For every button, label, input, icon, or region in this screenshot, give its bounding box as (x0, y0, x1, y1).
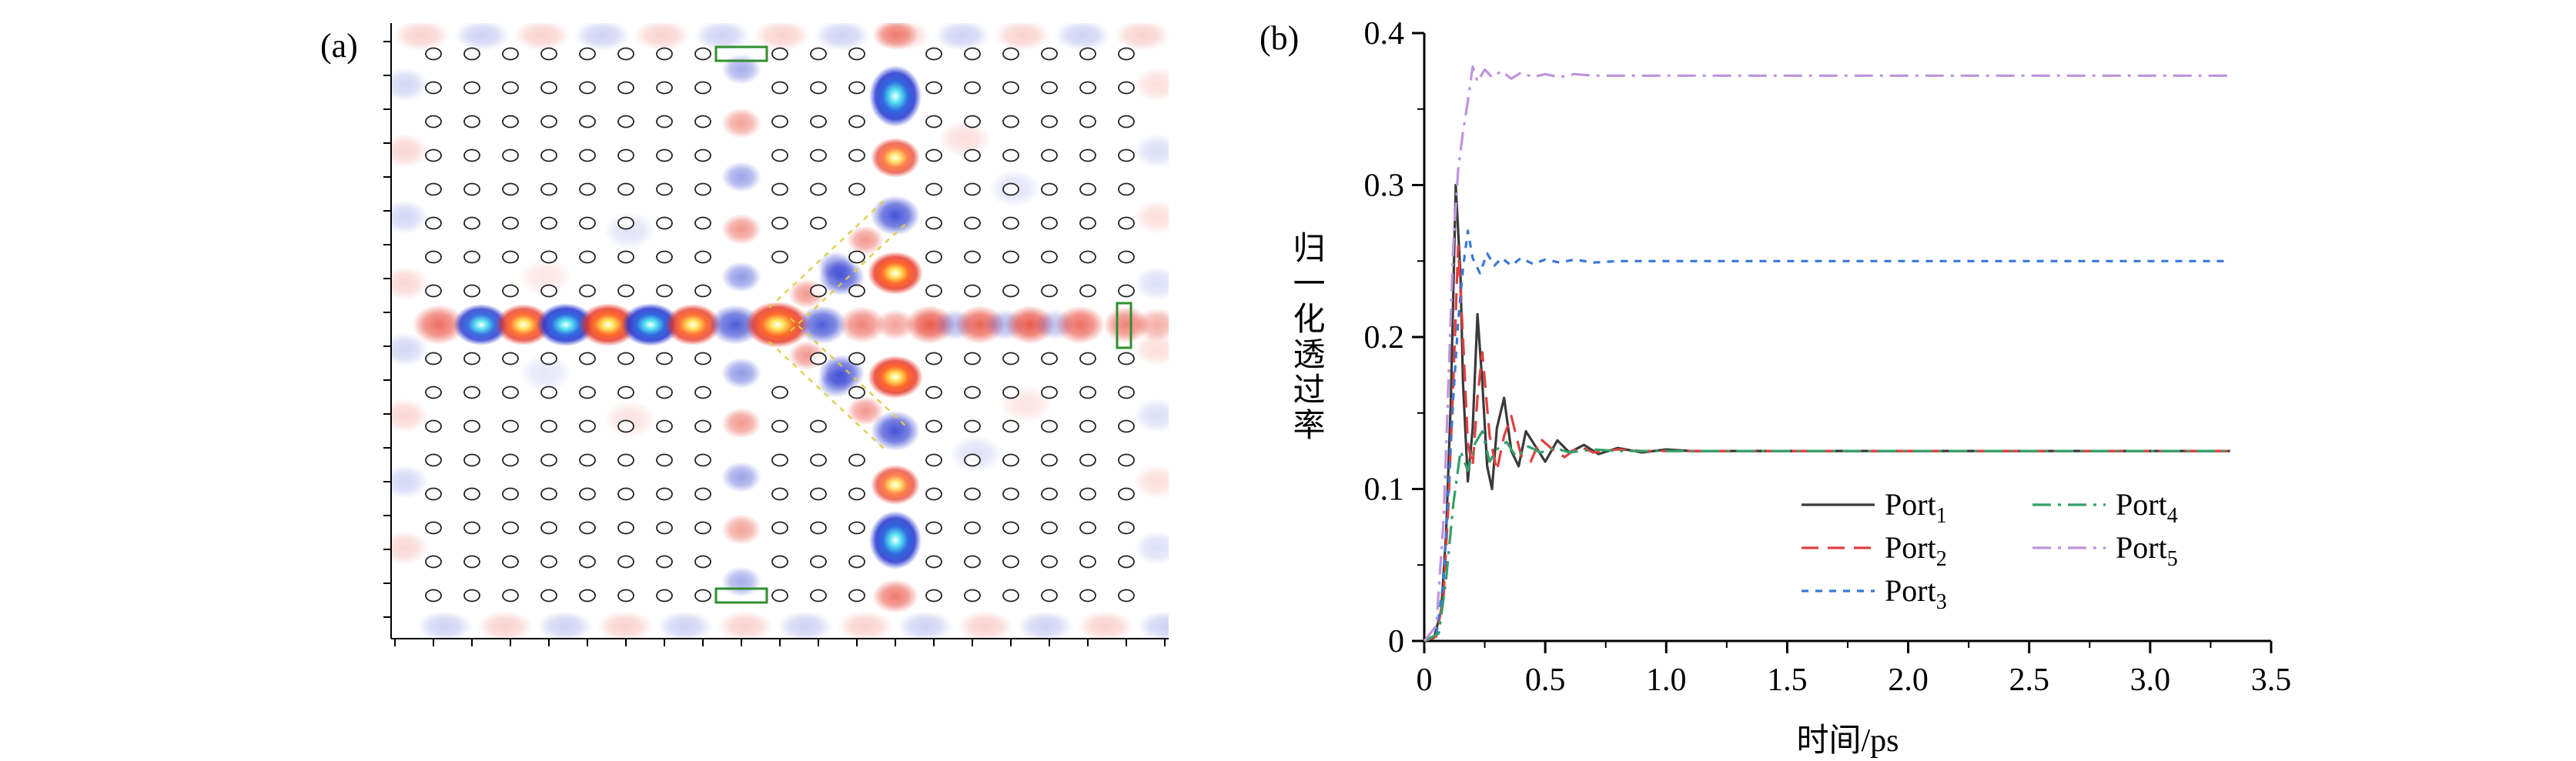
tick-labels: 0 0.5 1.0 1.5 2.0 2.5 3.0 3.5 0 0.1 0.2 0.3 0.4 (1364, 16, 2292, 698)
legend-item-port2: Port2 (1802, 530, 1947, 571)
minor-ticks (1417, 108, 2212, 648)
series-port3 (1423, 229, 2230, 643)
y-tick-label: 0.1 (1364, 472, 1405, 508)
field-pattern (391, 23, 1169, 639)
transmittance-chart: 0 0.5 1.0 1.5 2.0 2.5 3.0 3.5 0 0.1 0.2 0.3 0.4 Port1… (1364, 16, 2292, 698)
x-tick-label: 2.5 (2009, 663, 2049, 698)
legend-label-port3: Port3 (1885, 573, 1947, 614)
legend-item-port1: Port1 (1802, 487, 1947, 528)
x-tick-label: 1.0 (1646, 663, 1687, 698)
series-port1 (1423, 183, 2230, 643)
monitor-right (1116, 302, 1132, 349)
legend-label-port2: Port2 (1885, 530, 1947, 571)
legend-item-port4: Port4 (2032, 487, 2178, 528)
ticks (1412, 32, 2273, 653)
legend-item-port3: Port3 (1802, 573, 1947, 614)
x-tick-label: 2.0 (1888, 663, 1929, 698)
legend-label-port1: Port1 (1885, 487, 1947, 528)
x-tick-label: 3.0 (2130, 663, 2171, 698)
y-axis-title: 归一化透过率 (1288, 231, 1323, 443)
panel-b-chart: (b) 归一化透过率 时间/ps 0 0.5 1.0 1.5 2.0 2.5 3.0 3.5 0… (1232, 0, 2387, 759)
field-map-canvas (383, 23, 1169, 646)
y-tick-label: 0.4 (1364, 16, 1405, 52)
y-tick-label: 0 (1388, 624, 1404, 659)
panel-a-field-map: (a) (320, 23, 1169, 646)
legend-item-port5: Port5 (2032, 530, 2178, 571)
monitor-bottom (714, 587, 768, 604)
y-tick-label: 0.2 (1364, 320, 1405, 355)
x-tick-label: 3.5 (2251, 663, 2292, 698)
x-tick-label: 0 (1417, 663, 1433, 698)
series-port4 (1423, 429, 2230, 643)
diagonal-guide-lines (768, 199, 907, 450)
x-axis-title: 时间/ps (1796, 723, 1899, 759)
legend-label-port4: Port4 (2116, 487, 2178, 528)
x-tick-label: 0.5 (1525, 663, 1566, 698)
monitor-top (714, 45, 768, 62)
series-port2 (1423, 244, 2230, 643)
panel-a-label: (a) (320, 27, 358, 65)
y-tick-label: 0.3 (1364, 169, 1405, 204)
x-tick-label: 1.5 (1767, 663, 1808, 698)
panel-b-label: (b) (1260, 19, 1300, 57)
series-port5 (1423, 65, 2230, 642)
monitor-boxes (714, 45, 1132, 604)
panel-a-axes (383, 23, 1169, 646)
legend-label-port5: Port5 (2116, 530, 2178, 571)
series-lines (1423, 65, 2230, 643)
rod-lattice (425, 47, 1135, 602)
